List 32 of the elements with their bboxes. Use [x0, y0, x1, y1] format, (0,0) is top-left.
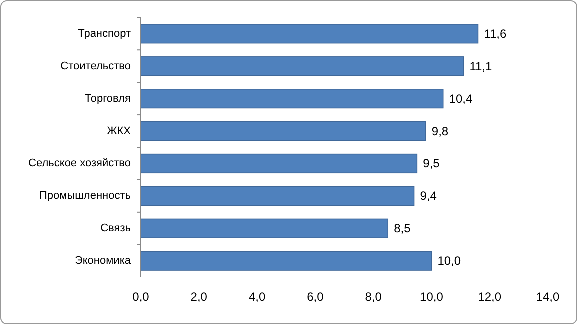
y-tick-label: ЖКХ [107, 125, 132, 138]
x-tick-label: 2,0 [190, 290, 208, 304]
data-label: 10,0 [438, 254, 462, 268]
bar [140, 24, 479, 44]
x-tick-label: 6,0 [307, 290, 324, 304]
y-tick-label: Стоительство [60, 60, 131, 72]
bar [140, 154, 418, 174]
x-tick-label: 8,0 [365, 290, 382, 304]
y-tick-label: Промышленность [39, 190, 132, 202]
data-label: 9,8 [432, 124, 449, 138]
data-label: 9,4 [420, 189, 438, 204]
data-label: 9,5 [423, 156, 440, 171]
data-label: 11,6 [484, 26, 508, 41]
x-tick-label: 12,0 [478, 290, 502, 304]
bar [140, 121, 426, 142]
data-label: 8,5 [394, 222, 412, 236]
x-tick-label: 14,0 [536, 290, 560, 304]
x-tick-label: 10,0 [420, 290, 444, 304]
y-tick-label: Связь [100, 222, 132, 235]
data-label: 10,4 [449, 92, 474, 106]
bar [140, 89, 444, 109]
y-tick-label: Экономика [74, 255, 132, 268]
x-tick-label: 4,0 [248, 290, 266, 304]
bar [140, 218, 389, 238]
y-tick-label: Торговля [85, 92, 132, 105]
data-label: 11,1 [470, 59, 492, 74]
bar [140, 186, 415, 206]
x-tick-label: 0,0 [132, 290, 150, 304]
y-tick-label: Сельское хозяйство [28, 158, 131, 170]
bar [140, 251, 432, 271]
bar [140, 56, 464, 76]
y-tick-label: Транспорт [78, 28, 131, 40]
